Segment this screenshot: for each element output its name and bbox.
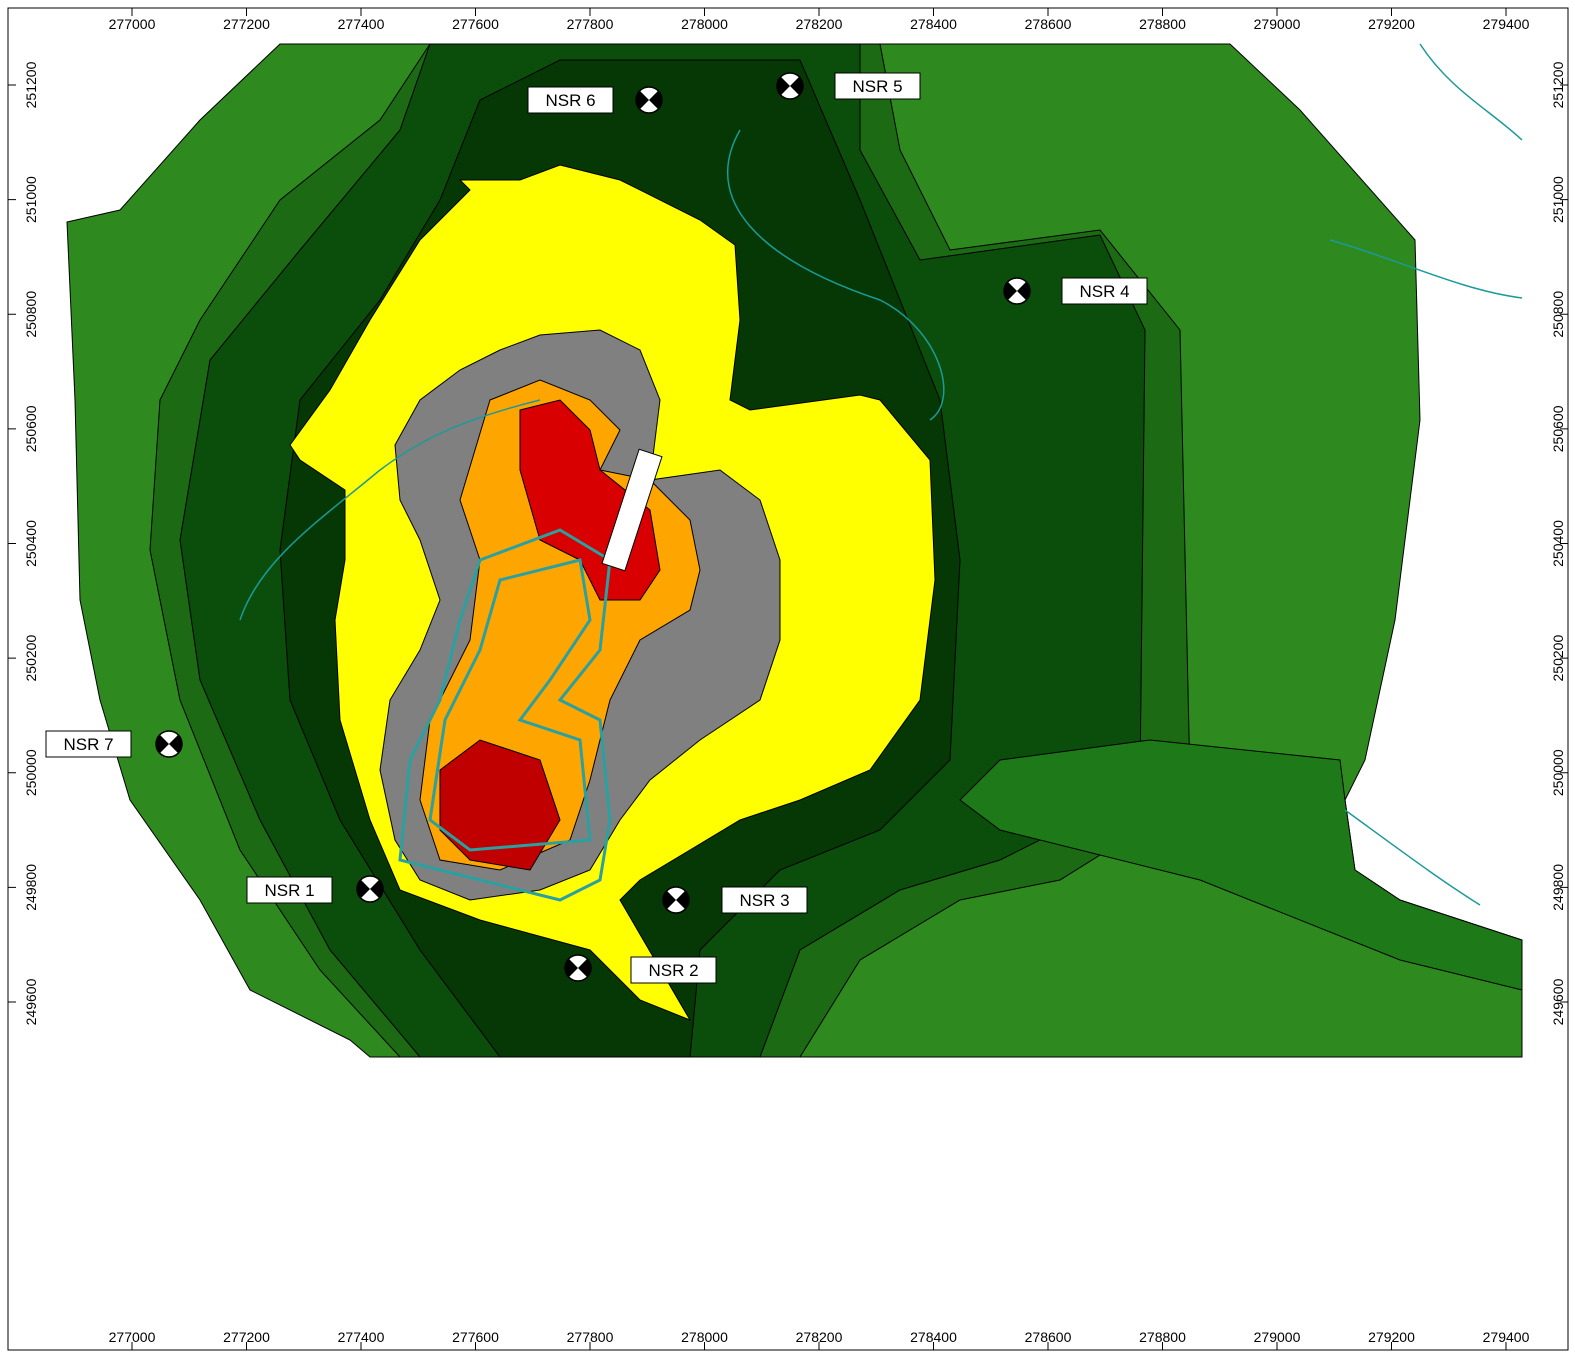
watercourses xyxy=(239,43,1523,906)
receptor-label: NSR 1 xyxy=(264,881,314,900)
x-tick-label-bottom: 277800 xyxy=(567,1329,614,1345)
x-tick-label-bottom: 277200 xyxy=(223,1329,270,1345)
y-tick-label-right: 250600 xyxy=(1550,405,1566,452)
x-tick-label-top: 278200 xyxy=(796,16,843,32)
receptor-label-box xyxy=(630,956,717,984)
x-tick-label-bottom: 278000 xyxy=(681,1329,728,1345)
receptor-marker-fill xyxy=(564,958,592,978)
receptor-marker-fill xyxy=(635,90,663,110)
y-tick-label-left: 250400 xyxy=(23,520,39,567)
receptor-label-box xyxy=(1061,277,1148,305)
receptor: NSR 6 xyxy=(527,86,663,114)
x-tick-label-top: 279200 xyxy=(1368,16,1415,32)
receptor-marker-fill xyxy=(1003,281,1031,301)
x-tick-label-bottom: 278800 xyxy=(1139,1329,1186,1345)
receptor-label-box xyxy=(246,876,333,904)
x-tick-label-top: 278600 xyxy=(1025,16,1072,32)
y-tick-label-right: 250400 xyxy=(1550,520,1566,567)
x-tick-label-bottom: 278200 xyxy=(796,1329,843,1345)
y-tick-label-right: 249800 xyxy=(1550,864,1566,911)
receptor-marker-fill xyxy=(776,76,804,96)
receptor-label: NSR 4 xyxy=(1079,282,1129,301)
x-tick-label-top: 278000 xyxy=(681,16,728,32)
receptor: NSR 1 xyxy=(246,875,384,904)
receptor: NSR 5 xyxy=(776,72,921,100)
stream xyxy=(1344,809,1481,906)
y-tick-label-left: 249800 xyxy=(23,864,39,911)
x-tick-label-bottom: 279200 xyxy=(1368,1329,1415,1345)
y-tick-label-left: 250200 xyxy=(23,635,39,682)
y-tick-label-left: 250600 xyxy=(23,405,39,452)
x-tick-label-top: 278400 xyxy=(910,16,957,32)
x-tick-label-top: 279000 xyxy=(1254,16,1301,32)
stream xyxy=(1329,239,1523,299)
receptor-label-box xyxy=(45,730,132,758)
x-tick-label-bottom: 279000 xyxy=(1254,1329,1301,1345)
plant-building xyxy=(601,448,663,572)
y-tick-label-left: 249600 xyxy=(23,978,39,1025)
receptor-label-box xyxy=(527,86,614,114)
y-tick-label-left: 251000 xyxy=(23,176,39,223)
receptor-label-box xyxy=(834,72,921,100)
receptor-marker-fill xyxy=(356,879,384,899)
y-tick-label-left: 250800 xyxy=(23,291,39,338)
receptor: NSR 2 xyxy=(564,954,717,984)
x-tick-label-bottom: 278600 xyxy=(1025,1329,1072,1345)
x-tick-label-top: 277000 xyxy=(109,16,156,32)
y-tick-label-right: 251000 xyxy=(1550,176,1566,223)
zone-road-band xyxy=(959,739,1523,991)
receptor-label: NSR 3 xyxy=(739,891,789,910)
receptor: NSR 7 xyxy=(45,730,183,758)
x-tick-label-top: 277200 xyxy=(223,16,270,32)
x-tick-label-top: 277400 xyxy=(338,16,385,32)
y-tick-label-left: 251200 xyxy=(23,61,39,108)
site-outline xyxy=(398,528,612,902)
y-tick-label-right: 250800 xyxy=(1550,291,1566,338)
y-tick-label-right: 249600 xyxy=(1550,978,1566,1025)
receptor-marker-fill xyxy=(155,734,183,754)
y-tick-label-left: 250000 xyxy=(23,749,39,796)
stream xyxy=(1419,43,1523,141)
y-tick-label-right: 250200 xyxy=(1550,635,1566,682)
receptor-label: NSR 6 xyxy=(545,91,595,110)
x-tick-label-top: 277600 xyxy=(452,16,499,32)
stream xyxy=(726,129,945,421)
x-tick-label-top: 279400 xyxy=(1483,16,1530,32)
receptor-label: NSR 2 xyxy=(648,961,698,980)
axes: 277000 277000 277200 277200 277400 277400 2776… xyxy=(8,8,1568,1350)
x-tick-label-bottom: 277600 xyxy=(452,1329,499,1345)
y-tick-label-right: 251200 xyxy=(1550,61,1566,108)
x-tick-label-bottom: 277000 xyxy=(109,1329,156,1345)
x-tick-label-bottom: 277400 xyxy=(338,1329,385,1345)
stream xyxy=(239,399,541,621)
receptor: NSR 4 xyxy=(1003,277,1148,305)
x-tick-label-top: 278800 xyxy=(1139,16,1186,32)
receptors: NSR 1 NSR 2 NSR 3 NSR 4 NSR 5 NSR 6 NSR 7 xyxy=(45,72,1148,984)
receptor-marker-fill xyxy=(662,890,690,910)
receptor: NSR 3 xyxy=(662,886,808,914)
x-tick-label-top: 277800 xyxy=(567,16,614,32)
x-tick-label-bottom: 279400 xyxy=(1483,1329,1530,1345)
y-tick-label-right: 250000 xyxy=(1550,749,1566,796)
x-tick-label-bottom: 278400 xyxy=(910,1329,957,1345)
receptor-label: NSR 7 xyxy=(63,735,113,754)
receptor-label: NSR 5 xyxy=(852,77,902,96)
receptor-label-box xyxy=(721,886,808,914)
